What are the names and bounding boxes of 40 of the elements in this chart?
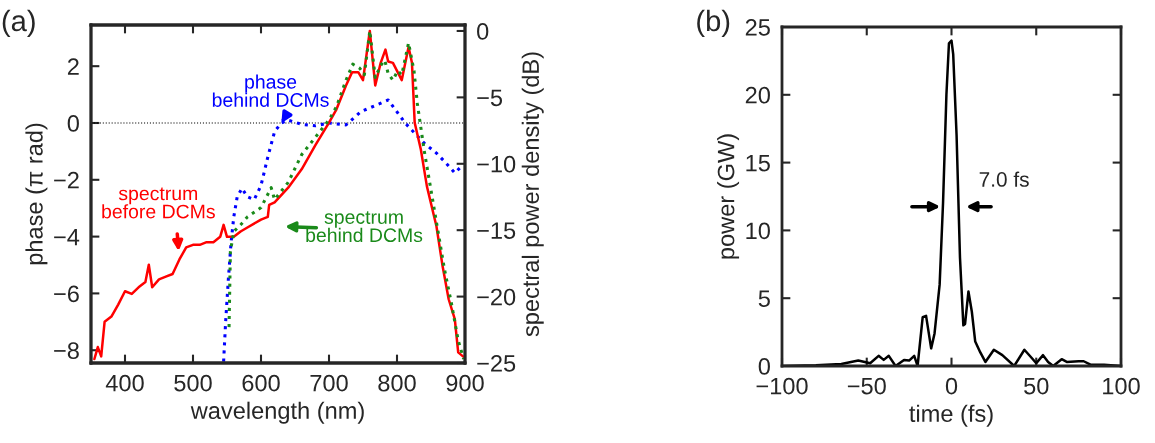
chart-title: (b) (697, 9, 730, 38)
x-axis-title: wavelength (nm) (190, 401, 364, 424)
x-tick-label: 600 (242, 374, 280, 392)
x-tick-label: −100 (756, 377, 808, 395)
y2-tick-label: 0 (477, 23, 489, 40)
y-tick-label: −2 (54, 171, 79, 189)
annotation: 7.0 fs (979, 171, 1029, 187)
y2-axis-title: spectral power density (dB) (521, 52, 544, 337)
y2-tick-label: −25 (477, 355, 516, 372)
y-axis-title: power (GW) (717, 134, 740, 259)
series-label: phase behind DCMs (212, 74, 329, 107)
x-tick-label: 50 (1024, 377, 1049, 395)
y-tick-label: 20 (745, 86, 770, 104)
x-tick-label: −50 (847, 377, 886, 395)
series-label: spectrum before DCMs (102, 187, 215, 219)
y2-tick-label: −10 (477, 155, 516, 173)
y-tick-label: 25 (745, 19, 770, 36)
x-tick-label: 500 (174, 374, 212, 392)
y-tick-label: 15 (746, 154, 770, 172)
x-axis-title: time (fs) (909, 404, 993, 427)
x-tick-label: 800 (378, 374, 416, 392)
y2-tick-label: −15 (477, 222, 516, 239)
x-tick-label: 400 (105, 374, 144, 392)
y-tick-label: 0 (758, 358, 770, 375)
y-tick-label: −4 (54, 228, 80, 246)
chart-title: (a) (2, 9, 35, 38)
legend-label: spectrum behind DCMs (306, 211, 423, 243)
y-tick-label: −8 (54, 342, 79, 360)
y-tick-label: −6 (54, 285, 79, 303)
x-tick-label: 700 (310, 374, 348, 392)
y-tick-label: 10 (746, 222, 770, 240)
y-axis-title: phase (π rad) (25, 123, 48, 265)
y-tick-label: 5 (758, 290, 770, 307)
y2-tick-label: −5 (477, 89, 503, 107)
y-tick-label: 0 (67, 115, 79, 132)
x-tick-label: 0 (945, 377, 958, 395)
x-tick-label: 900 (446, 374, 484, 392)
x-tick-label: 100 (1103, 377, 1140, 395)
y2-tick-label: −20 (477, 288, 516, 306)
y-tick-label: 2 (67, 58, 79, 75)
